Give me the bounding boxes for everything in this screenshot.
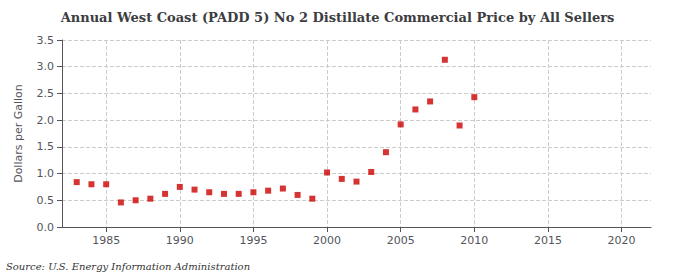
svg-text:3.0: 3.0 [37, 60, 55, 73]
svg-text:1.0: 1.0 [37, 167, 55, 180]
svg-text:Dollars per Gallon: Dollars per Gallon [12, 84, 25, 183]
svg-text:Annual West Coast (PADD 5) No: Annual West Coast (PADD 5) No 2 Distilla… [60, 10, 615, 25]
svg-text:2.0: 2.0 [37, 114, 55, 127]
svg-text:3.5: 3.5 [37, 34, 55, 47]
svg-text:0.0: 0.0 [37, 221, 55, 234]
svg-text:2010: 2010 [460, 234, 488, 247]
svg-text:1.5: 1.5 [37, 140, 55, 153]
svg-text:2020: 2020 [608, 234, 636, 247]
svg-text:2005: 2005 [387, 234, 415, 247]
svg-text:1995: 1995 [239, 234, 267, 247]
svg-text:1985: 1985 [92, 234, 120, 247]
svg-text:Source: U.S. Energy Informatio: Source: U.S. Energy Information Administ… [6, 261, 250, 272]
svg-text:0.5: 0.5 [37, 194, 55, 207]
svg-text:2.5: 2.5 [37, 87, 55, 100]
svg-text:1990: 1990 [166, 234, 194, 247]
svg-text:2000: 2000 [313, 234, 341, 247]
svg-text:2015: 2015 [534, 234, 562, 247]
